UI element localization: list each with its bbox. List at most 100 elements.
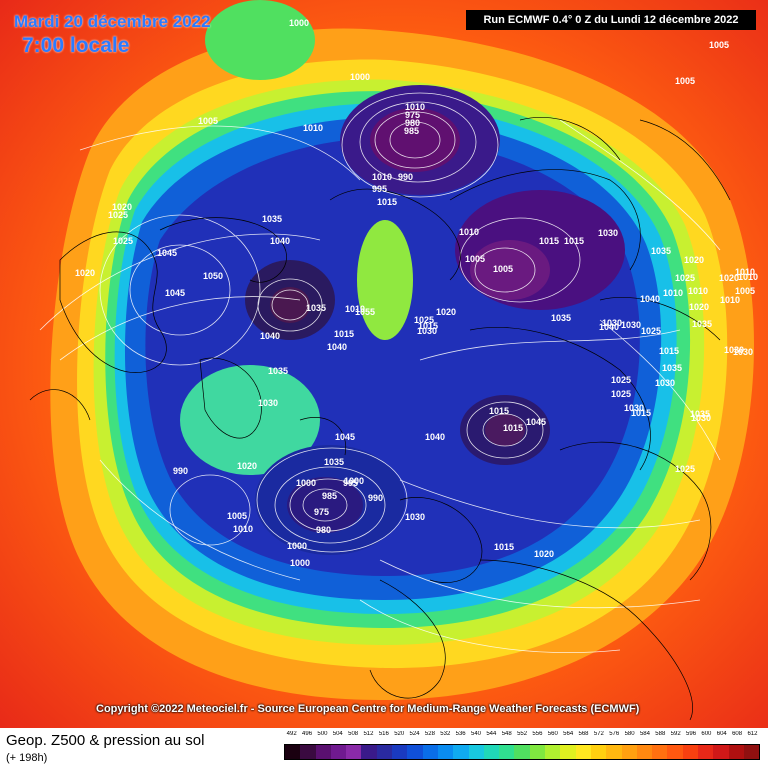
pressure-label: 1035 — [551, 313, 571, 323]
scale-swatch — [529, 745, 546, 759]
scale-swatch — [728, 745, 744, 759]
pressure-label: 1030 — [655, 378, 675, 388]
ridge-atlantic — [180, 365, 320, 475]
pressure-label: 1045 — [335, 432, 355, 442]
pressure-label: 1015 — [659, 346, 679, 356]
pressure-label: 1035 — [324, 457, 344, 467]
geopotential-map: 1000100510101005100510001010975980985990… — [0, 0, 768, 728]
pressure-label: 1010 — [738, 272, 758, 282]
scale-value: 600 — [701, 731, 712, 737]
scale-swatch — [468, 745, 484, 759]
scale-value: 520 — [394, 731, 405, 737]
pressure-label: 1030 — [602, 318, 622, 328]
scale-value: 492 — [286, 731, 297, 737]
scale-swatch — [422, 745, 438, 759]
pressure-label: 1040 — [260, 331, 280, 341]
pressure-label: 1040 — [327, 342, 347, 352]
pressure-label: 1030 — [621, 320, 641, 330]
scale-swatch — [330, 745, 347, 759]
pressure-label: 1025 — [611, 389, 631, 399]
coastlines — [29, 117, 731, 721]
pressure-label: 1015 — [494, 542, 514, 552]
pressure-label: 1015 — [334, 329, 354, 339]
scale-value: 544 — [486, 731, 497, 737]
scale-swatch — [743, 745, 760, 759]
scale-swatch — [621, 745, 637, 759]
scale-swatch — [698, 745, 714, 759]
low-siberia-north-core — [370, 108, 460, 172]
pressure-label: 1005 — [675, 76, 695, 86]
pressure-label: 995 — [372, 184, 387, 194]
pressure-label: 1015 — [564, 236, 584, 246]
isobars — [39, 92, 721, 653]
pressure-label: 1005 — [735, 286, 755, 296]
legend-bar: Geop. Z500 & pression au sol (+ 198h) 49… — [0, 728, 768, 768]
pressure-labels: 1000100510101005100510001010975980985990… — [75, 18, 758, 568]
pressure-label: 1025 — [113, 236, 133, 246]
pressure-label: 1025 — [675, 273, 695, 283]
scale-swatch — [499, 745, 515, 759]
pressure-label: 1045 — [526, 417, 546, 427]
pressure-label: 1005 — [227, 511, 247, 521]
pressure-label: 1030 — [733, 347, 753, 357]
scale-swatch — [346, 745, 362, 759]
scale-value: 580 — [624, 731, 635, 737]
scale-swatch — [667, 745, 683, 759]
pressure-label: 1030 — [405, 512, 425, 522]
pressure-label: 1010 — [345, 304, 365, 314]
scale-swatch — [361, 745, 377, 759]
scale-swatch — [392, 745, 408, 759]
low-canada-core — [270, 287, 310, 323]
pressure-label: 1015 — [539, 236, 559, 246]
pressure-label: 980 — [405, 118, 420, 128]
color-scale — [284, 744, 760, 760]
pressure-label: 1000 — [287, 541, 307, 551]
pressure-label: 1035 — [651, 246, 671, 256]
scale-value: 592 — [670, 731, 681, 737]
scale-value: 508 — [348, 731, 359, 737]
pressure-label: 1005 — [465, 254, 485, 264]
scale-swatch — [560, 745, 576, 759]
scale-swatch — [636, 745, 653, 759]
pressure-label: 1040 — [425, 432, 445, 442]
ridge-pole — [357, 220, 413, 340]
scale-value: 524 — [409, 731, 420, 737]
product-name: Geop. Z500 & pression au sol — [6, 732, 205, 749]
scale-swatch — [300, 745, 316, 759]
scale-swatch — [652, 745, 668, 759]
scale-value: 572 — [593, 731, 604, 737]
scale-value: 596 — [686, 731, 697, 737]
pressure-label: 1010 — [459, 227, 479, 237]
pressure-label: 1030 — [724, 345, 744, 355]
pressure-label: 1010 — [720, 295, 740, 305]
pressure-label: 1040 — [640, 294, 660, 304]
pressure-label: 1045 — [165, 288, 185, 298]
pressure-label: 1025 — [611, 375, 631, 385]
pressure-label: 1000 — [290, 558, 310, 568]
pressure-label: 1010 — [688, 286, 708, 296]
scale-value: 612 — [747, 731, 758, 737]
pressure-label: 1010 — [372, 172, 392, 182]
pressure-label: 1020 — [237, 461, 257, 471]
pressure-label: 1025 — [108, 210, 128, 220]
pressure-label: 1000 — [350, 72, 370, 82]
scale-value: 536 — [455, 731, 466, 737]
scale-value: 548 — [501, 731, 512, 737]
low-iceland-core — [287, 477, 363, 533]
scale-swatch — [590, 745, 607, 759]
scale-swatch — [376, 745, 393, 759]
pressure-label: 1015 — [377, 197, 397, 207]
pressure-label: 980 — [316, 525, 331, 535]
pressure-label: 1030 — [691, 413, 711, 423]
scale-swatch — [407, 745, 423, 759]
pressure-label: 1035 — [692, 319, 712, 329]
scale-value: 560 — [547, 731, 558, 737]
scale-swatch — [483, 745, 500, 759]
pressure-label: 1040 — [599, 322, 619, 332]
scale-value: 552 — [517, 731, 528, 737]
pressure-label: 985 — [404, 126, 419, 136]
pressure-label: 1015 — [503, 423, 523, 433]
scale-swatch — [514, 745, 530, 759]
scale-value: 588 — [655, 731, 666, 737]
